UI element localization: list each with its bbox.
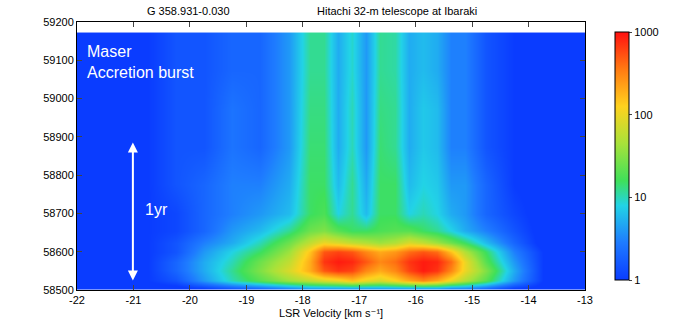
svg-text:1yr: 1yr [145,201,168,218]
svg-text:-22: -22 [69,294,85,306]
svg-text:59200: 59200 [43,16,74,28]
svg-text:MaserAccretion burst: MaserAccretion burst [87,43,194,81]
svg-text:1: 1 [634,274,640,286]
svg-text:-15: -15 [464,294,480,306]
svg-text:58700: 58700 [43,207,74,219]
svg-text:-16: -16 [408,294,424,306]
svg-text:1000: 1000 [634,26,658,38]
svg-text:-13: -13 [577,294,593,306]
svg-text:G 358.931-0.030: G 358.931-0.030 [147,5,230,17]
svg-text:Hitachi 32-m telescope at Ibar: Hitachi 32-m telescope at Ibaraki [317,5,477,17]
svg-text:-21: -21 [125,294,141,306]
svg-text:-20: -20 [182,294,198,306]
svg-text:59000: 59000 [43,92,74,104]
svg-text:58600: 58600 [43,246,74,258]
svg-text:100: 100 [634,109,652,121]
svg-text:58500: 58500 [43,284,74,296]
svg-text:58800: 58800 [43,169,74,181]
svg-text:-14: -14 [521,294,537,306]
svg-text:LSR Velocity [km s⁻¹]: LSR Velocity [km s⁻¹] [279,307,383,319]
svg-text:10: 10 [634,191,646,203]
svg-text:-19: -19 [238,294,254,306]
svg-text:-18: -18 [295,294,311,306]
svg-text:58900: 58900 [43,131,74,143]
svg-text:59100: 59100 [43,54,74,66]
svg-text:-17: -17 [351,294,367,306]
